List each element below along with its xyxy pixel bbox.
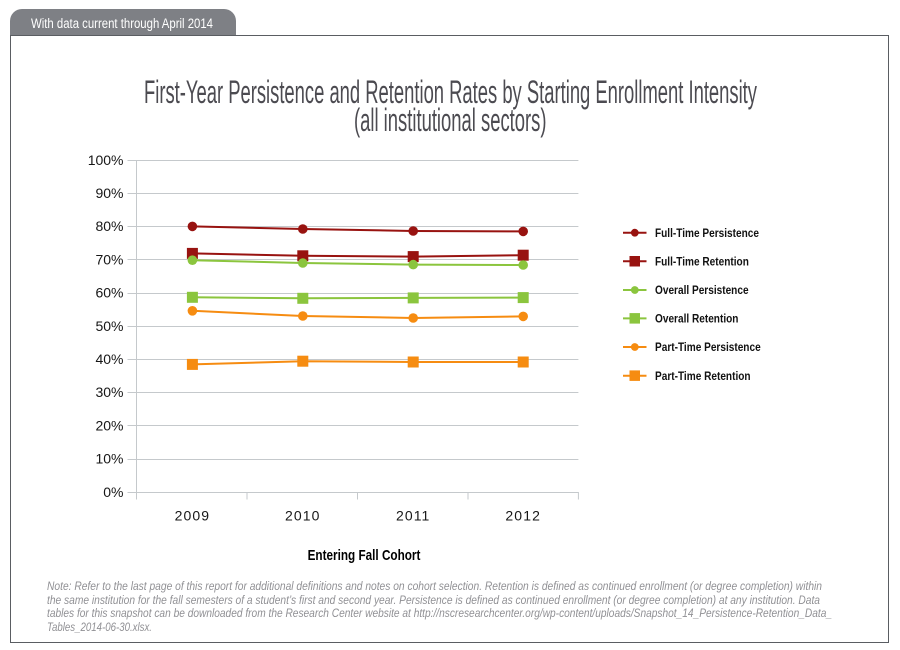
svg-text:100%: 100% (88, 152, 124, 168)
svg-text:2011: 2011 (396, 508, 431, 524)
svg-text:60%: 60% (95, 285, 123, 301)
svg-text:40%: 40% (95, 351, 123, 367)
svg-text:20%: 20% (95, 417, 123, 433)
svg-text:Entering Fall Cohort: Entering Fall Cohort (308, 547, 421, 563)
svg-text:10%: 10% (95, 451, 123, 467)
svg-text:Part-Time Persistence: Part-Time Persistence (655, 341, 761, 354)
svg-text:30%: 30% (95, 384, 123, 400)
svg-text:2009: 2009 (175, 508, 211, 524)
svg-text:50%: 50% (95, 318, 123, 334)
svg-text:0%: 0% (103, 484, 123, 500)
svg-text:80%: 80% (95, 218, 123, 234)
svg-text:90%: 90% (95, 185, 123, 201)
svg-text:Full-Time Retention: Full-Time Retention (655, 256, 749, 269)
svg-text:2010: 2010 (285, 508, 321, 524)
svg-text:Overall Retention: Overall Retention (655, 313, 739, 326)
svg-text:Part-Time Retention: Part-Time Retention (655, 370, 751, 383)
svg-text:70%: 70% (95, 251, 123, 267)
svg-text:2012: 2012 (505, 508, 541, 524)
svg-text:Full-Time Persistence: Full-Time Persistence (655, 227, 759, 240)
svg-text:Overall Persistence: Overall Persistence (655, 284, 749, 297)
